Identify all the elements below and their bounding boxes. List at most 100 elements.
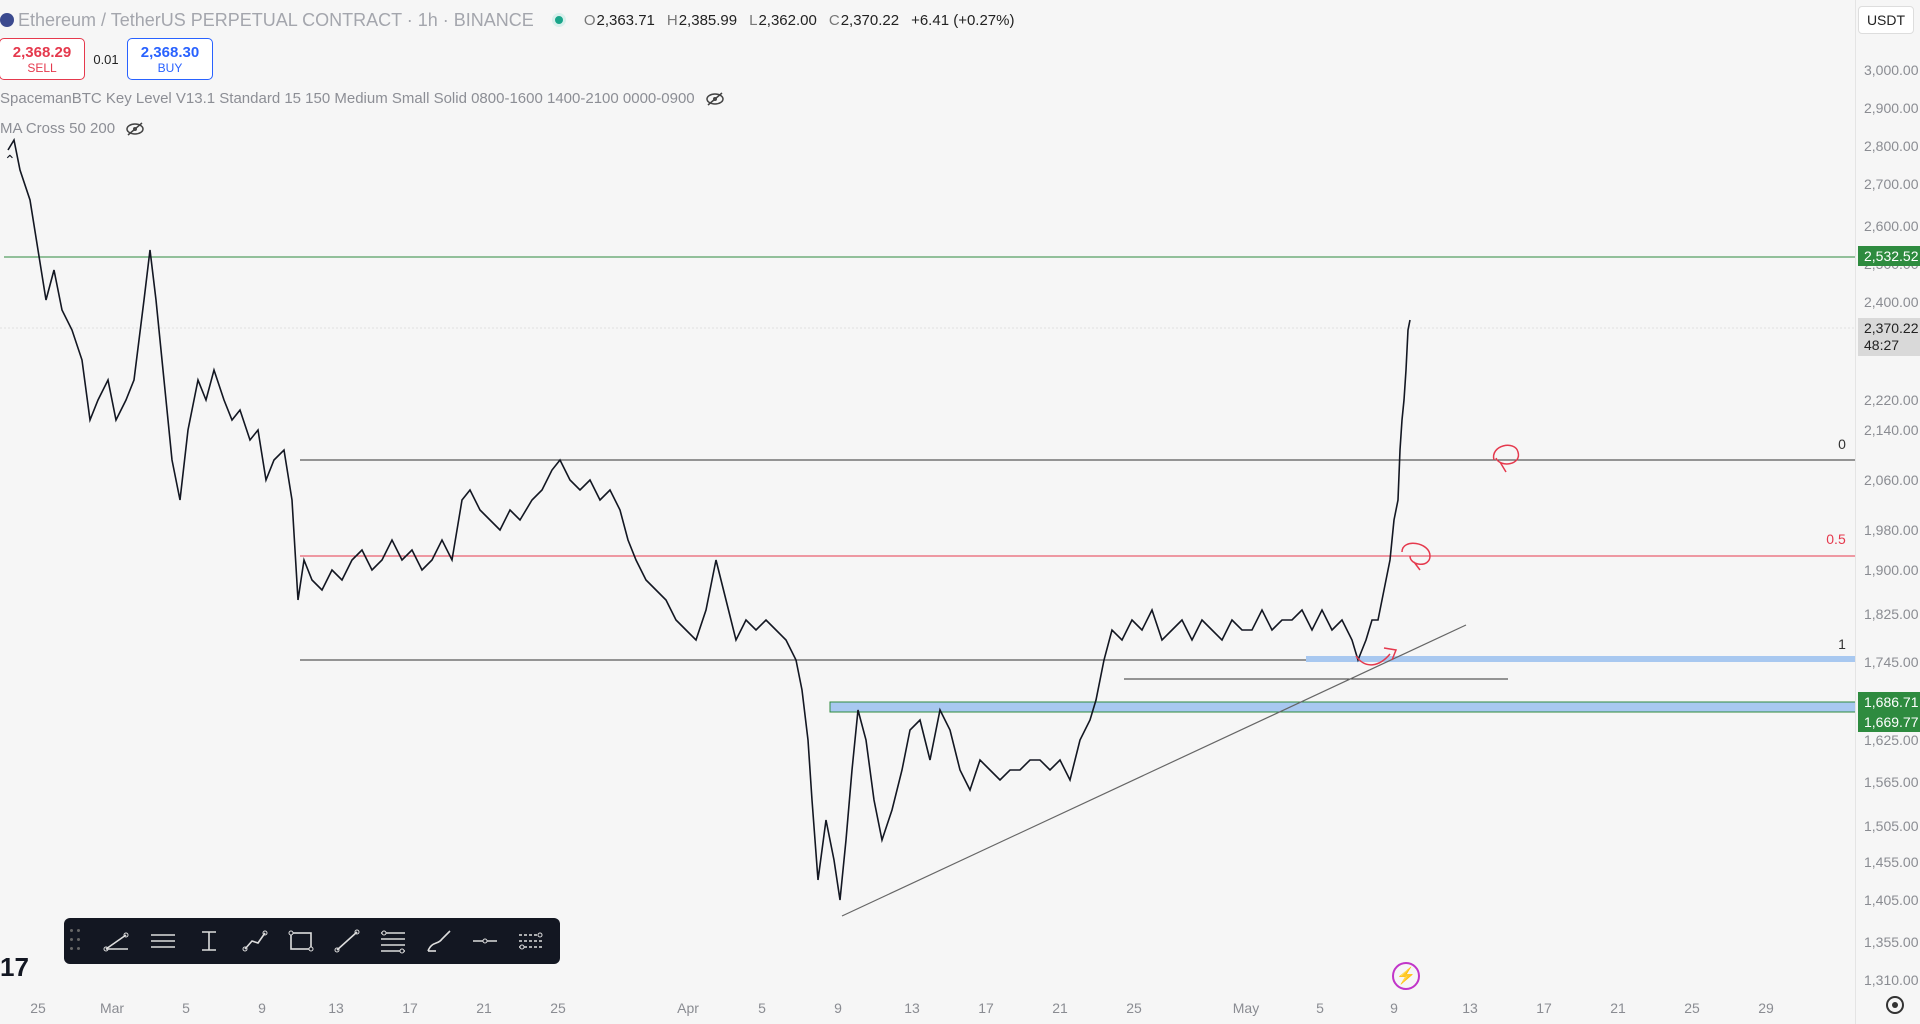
drag-handle[interactable]	[70, 929, 84, 953]
price-tick-label: 1,565.00	[1864, 774, 1919, 790]
time-tick-label: 13	[1462, 1000, 1478, 1016]
price-tick-label: 2,700.00	[1864, 176, 1919, 192]
price-tick-label: 2,900.00	[1864, 100, 1919, 116]
symbol-title[interactable]: Ethereum / TetherUS PERPETUAL CONTRACT ·…	[18, 9, 534, 30]
red-annotation-top[interactable]	[1493, 444, 1520, 473]
time-tick-label: 5	[1316, 1000, 1324, 1016]
time-tick-label: 13	[904, 1000, 920, 1016]
brush-tool[interactable]	[416, 923, 462, 959]
current-price-badge: 2,370.22 48:27	[1858, 318, 1920, 356]
trend-angle-tool[interactable]	[94, 923, 140, 959]
time-tick-label: 5	[182, 1000, 190, 1016]
price-tick-label: 1,405.00	[1864, 892, 1919, 908]
settings-gear-icon[interactable]	[1886, 996, 1904, 1014]
symbol-header: Ethereum / TetherUS PERPETUAL CONTRACT ·…	[0, 8, 1014, 32]
price-tick-label: 2,600.00	[1864, 218, 1919, 234]
price-axis[interactable]	[1855, 0, 1920, 1024]
sell-button[interactable]: 2,368.29 SELL	[0, 38, 85, 80]
drawing-toolbar	[64, 918, 560, 964]
time-tick-label: 21	[1610, 1000, 1626, 1016]
price-tick-label: 2,220.00	[1864, 392, 1919, 408]
time-tick-label: 9	[834, 1000, 842, 1016]
trade-panel: 2,368.29 SELL 0.01 2,368.30 BUY	[0, 38, 213, 80]
lightning-icon[interactable]: ⚡	[1392, 962, 1420, 990]
price-tick-label: 1,745.00	[1864, 654, 1919, 670]
price-tick-label: 1,900.00	[1864, 562, 1919, 578]
price-series	[7, 137, 1411, 901]
price-badge-key-level: 2,532.52	[1858, 246, 1920, 266]
time-tick-label: Apr	[677, 1000, 699, 1016]
price-range-tool[interactable]	[186, 923, 232, 959]
time-tick-label: May	[1232, 1000, 1260, 1016]
price-badge-zone-top: 1,686.71	[1858, 692, 1920, 712]
collapse-legend-icon[interactable]: ⌃	[4, 152, 16, 168]
ohlc-close: C2,370.22	[828, 11, 900, 29]
indicator-keylevel[interactable]: SpacemanBTC Key Level V13.1 Standard 15 …	[0, 90, 725, 107]
price-tick-label: 1,980.00	[1864, 522, 1919, 538]
time-tick-label: 9	[258, 1000, 266, 1016]
demand-zone[interactable]	[829, 701, 1857, 713]
time-tick-label: 5	[758, 1000, 766, 1016]
time-tick-label: 17	[402, 1000, 418, 1016]
time-tick-label: 29	[1758, 1000, 1774, 1016]
horizontal-line-tool[interactable]	[462, 923, 508, 959]
time-tick-label: Mar	[99, 1000, 125, 1016]
currency-selector[interactable]: USDT	[1858, 6, 1914, 34]
time-tick-label: 25	[550, 1000, 566, 1016]
price-tick-label: 1,505.00	[1864, 818, 1919, 834]
horizontal-line-icon	[473, 938, 497, 944]
price-tick-label: 1,825.00	[1864, 606, 1919, 622]
parallel-channel-icon	[151, 934, 175, 948]
rectangle-icon	[288, 930, 314, 952]
price-tick-label: 1,310.00	[1864, 972, 1919, 988]
trend-line[interactable]	[841, 624, 1467, 917]
ohlc-open: O2,363.71	[583, 11, 655, 29]
ethereum-logo-icon	[0, 13, 14, 27]
parallel-channel-tool[interactable]	[140, 923, 186, 959]
indicator-macross[interactable]: MA Cross 50 200	[0, 120, 145, 137]
spread-value: 0.01	[93, 51, 119, 67]
rectangle-tool[interactable]	[278, 923, 324, 959]
eye-hidden-icon[interactable]	[125, 121, 145, 137]
price-tick-label: 2,060.00	[1864, 472, 1919, 488]
price-tick-label: 1,455.00	[1864, 854, 1919, 870]
fib1-zone[interactable]	[1306, 656, 1856, 662]
trend-line-icon	[334, 929, 360, 953]
fib-retracement-icon	[381, 930, 405, 954]
red-annotation-mid[interactable]	[1401, 542, 1431, 571]
market-status-icon[interactable]	[551, 13, 566, 27]
path-tool[interactable]	[232, 923, 278, 959]
tradingview-logo[interactable]: 17	[0, 952, 29, 982]
buy-button[interactable]: 2,368.30 BUY	[127, 38, 213, 80]
red-annotation-arrow[interactable]	[1355, 647, 1398, 666]
price-badge-zone-bottom: 1,669.77	[1858, 712, 1920, 732]
price-tick-label: 1,355.00	[1864, 934, 1919, 950]
fib-label-0: 0	[1838, 436, 1846, 452]
time-tick-label: 25	[1126, 1000, 1142, 1016]
path-icon	[242, 930, 268, 952]
price-range-icon	[202, 931, 216, 951]
time-tick-label: 21	[1052, 1000, 1068, 1016]
ohlc-low: L2,362.00	[749, 11, 817, 29]
price-tick-label: 2,800.00	[1864, 138, 1919, 154]
time-tick-label: 21	[476, 1000, 492, 1016]
brush-icon	[427, 930, 451, 952]
fib-label-0.5: 0.5	[1826, 531, 1846, 547]
time-tick-label: 9	[1390, 1000, 1398, 1016]
price-tick-label: 1,625.00	[1864, 732, 1919, 748]
regression-trend-tool[interactable]	[508, 923, 554, 959]
trend-line-tool[interactable]	[324, 923, 370, 959]
fib-retracement-tool[interactable]	[370, 923, 416, 959]
ohlc-high: H2,385.99	[666, 11, 738, 29]
price-tick-label: 2,400.00	[1864, 294, 1919, 310]
time-tick-label: 17	[1536, 1000, 1552, 1016]
fib-label-1: 1	[1838, 636, 1846, 652]
price-change: +6.41 (+0.27%)	[911, 11, 1015, 29]
trend-angle-icon	[103, 932, 129, 952]
price-tick-label: 2,140.00	[1864, 422, 1919, 438]
time-tick-label: 13	[328, 1000, 344, 1016]
time-tick-label: 17	[978, 1000, 994, 1016]
eye-hidden-icon[interactable]	[705, 91, 725, 107]
time-tick-label: 25	[30, 1000, 46, 1016]
